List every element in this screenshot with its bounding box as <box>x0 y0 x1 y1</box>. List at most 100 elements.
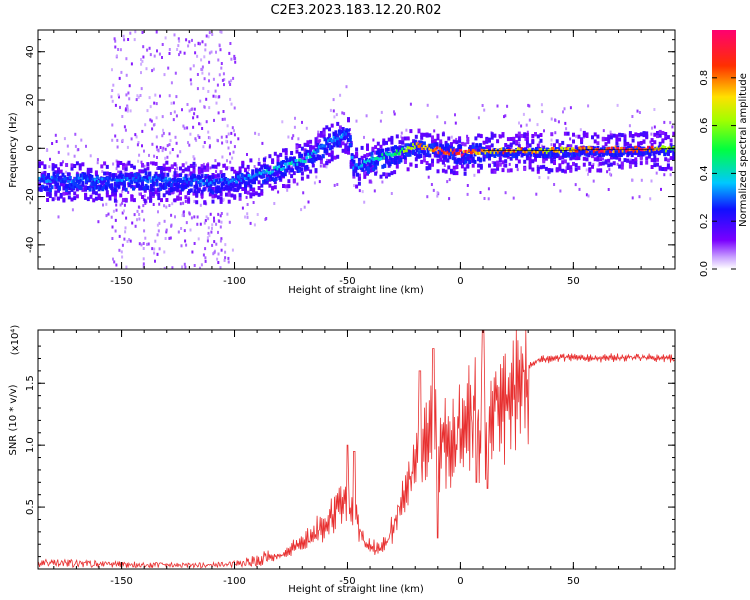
spectrogram-halo-cell <box>631 138 635 143</box>
spectrogram-noise-cell <box>118 248 121 252</box>
spectrogram-noise-cell <box>224 256 227 260</box>
spectrogram-band-cell <box>211 190 215 195</box>
spectrogram-halo-cell <box>639 161 643 166</box>
spectrogram-band-cell <box>135 183 139 188</box>
spectrogram-noise-cell <box>227 146 230 150</box>
spectrogram-noise-cell <box>213 240 216 244</box>
spectrogram-halo-cell <box>479 163 483 168</box>
spectrogram-halo-cell <box>43 170 47 175</box>
spectrogram-band-cell <box>128 183 132 187</box>
spectrogram-ridge-cell <box>618 149 622 153</box>
spectrogram-halo-cell <box>569 144 573 149</box>
spectrogram-halo-cell <box>550 157 554 162</box>
spectrogram-band-cell <box>179 184 182 189</box>
spectrogram-ridge-cell <box>489 150 493 154</box>
spectrogram-halo-cell <box>666 163 670 168</box>
spectrogram-noise-cell <box>197 42 200 46</box>
spectrogram-ridge-cell <box>305 156 309 160</box>
spectrogram-halo-cell <box>425 133 429 138</box>
spectrogram-band-cell <box>146 177 150 182</box>
spectrogram-band-cell <box>56 182 60 187</box>
spectrogram-halo-cell <box>336 154 340 159</box>
spectrogram-noise-cell <box>231 156 234 160</box>
spectrogram-halo-cell <box>561 160 565 165</box>
spectrogram-noise-cell <box>214 95 217 99</box>
spectrogram-ridge-cell <box>193 178 197 182</box>
spectrogram-halo-cell <box>406 136 410 141</box>
spectrogram-ridge-cell <box>636 149 640 153</box>
spectrogram-band-cell <box>272 177 276 182</box>
spectrogram-ridge-cell <box>318 145 322 149</box>
spectrogram-halo-cell <box>227 192 231 197</box>
spectrogram-ridge-cell <box>623 147 627 151</box>
spectrogram-ridge-cell <box>66 179 70 183</box>
spectrogram-band-cell <box>453 152 457 157</box>
spectrogram-band-cell <box>157 187 161 192</box>
spectrogram-ridge-cell <box>314 151 318 155</box>
spectrogram-noise-cell <box>602 157 604 161</box>
spectrogram-band-cell <box>502 147 506 152</box>
spectrogram-halo-cell <box>184 195 188 200</box>
spectrogram-band-cell <box>86 186 90 190</box>
spectrogram-band-cell <box>141 186 144 191</box>
spectrogram-band-cell <box>300 160 303 165</box>
spectrogram-band-cell <box>57 186 61 191</box>
spectrogram-ridge-cell <box>592 149 596 153</box>
spectrogram-ridge-cell <box>466 150 470 154</box>
spectrogram-halo-cell <box>577 165 581 170</box>
spectrogram-ridge-cell <box>381 153 385 157</box>
spectrogram-noise-cell <box>333 115 336 119</box>
spectrogram-band-cell <box>601 151 605 156</box>
colorbar-tick-label: 0.6 <box>699 118 710 134</box>
spectrogram-ridge-cell <box>316 149 320 153</box>
spectrogram-halo-cell <box>154 190 158 195</box>
spectrogram-halo-cell <box>642 139 646 144</box>
spectrogram-halo-cell <box>523 134 527 139</box>
spectrogram-halo-cell <box>363 170 367 175</box>
spectrogram-band-cell <box>202 179 206 184</box>
spectrogram-halo-cell <box>124 197 128 202</box>
spectrogram-noise-cell <box>163 204 166 208</box>
spectrogram-halo-cell <box>268 154 272 159</box>
spectrogram-band-cell <box>403 155 406 159</box>
spectrogram-noise-cell <box>218 73 221 77</box>
spectrogram-band-cell <box>244 183 247 188</box>
spectrogram-noise-cell <box>204 256 207 260</box>
spectrogram-band-cell <box>106 182 110 187</box>
spectrogram-noise-cell <box>229 83 232 86</box>
spectrogram-noise-cell <box>184 239 187 243</box>
spectrogram-noise-cell <box>607 188 610 191</box>
spectrogram-halo-cell <box>119 170 123 175</box>
spectrogram-ridge-cell <box>518 148 522 152</box>
spectrogram-halo-cell <box>577 156 581 161</box>
spectrogram-halo-cell <box>105 193 109 198</box>
spectrogram-halo-cell <box>54 192 58 197</box>
spectrogram-band-cell <box>365 166 369 171</box>
spectrogram-halo-cell <box>75 161 79 166</box>
spectrogram-noise-cell <box>281 120 284 124</box>
spectrogram-band-cell <box>65 188 69 192</box>
spectrogram-noise-cell <box>126 109 129 113</box>
spectrogram-halo-cell <box>89 184 93 189</box>
spectrogram-noise-cell <box>198 122 200 126</box>
spectrogram-halo-cell <box>113 190 117 195</box>
spectrogram-band-cell <box>643 151 647 156</box>
snr-y-tick-label: 1.0 <box>25 437 36 453</box>
spectrogram-halo-cell <box>67 195 71 200</box>
spectrogram-noise-cell <box>487 197 490 201</box>
spectrogram-halo-cell <box>306 174 310 179</box>
spectrogram-band-cell <box>117 174 121 179</box>
spectrogram-noise-cell <box>96 158 99 162</box>
spectrogram-noise-cell <box>341 111 344 115</box>
spectrogram-halo-cell <box>176 195 180 200</box>
spectrogram-band-cell <box>256 169 260 173</box>
spectrogram-band-cell <box>171 187 175 192</box>
spectrogram-band-cell <box>41 184 45 189</box>
spectrogram-band-cell <box>560 149 564 153</box>
spectrogram-band-cell <box>451 156 455 161</box>
spectrogram-noise-cell <box>185 221 188 225</box>
spectrogram-band-cell <box>43 187 47 191</box>
spectrogram-band-cell <box>598 152 602 157</box>
spectrogram-noise-cell <box>168 132 171 136</box>
spectrogram-band-cell <box>401 145 405 150</box>
